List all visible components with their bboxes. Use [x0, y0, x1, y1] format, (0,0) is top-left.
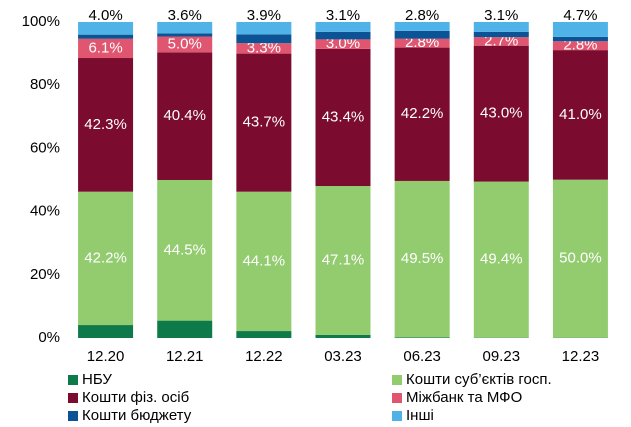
legend-label: Кошти фіз. осіб — [82, 389, 189, 406]
bar-segment — [473, 22, 529, 32]
x-tick-label: 12.21 — [166, 348, 204, 365]
x-tick-label: 12.23 — [562, 348, 600, 365]
y-tick-label: 40% — [30, 203, 60, 220]
bar-segment — [157, 22, 213, 34]
value-label: 43.0% — [480, 105, 523, 122]
bar-segment — [552, 41, 608, 51]
bar-segment — [315, 31, 371, 40]
value-label: 6.1% — [88, 39, 122, 56]
value-label: 3.9% — [247, 7, 281, 24]
bar-segment — [473, 37, 529, 46]
bar-segment — [236, 34, 292, 44]
x-tick-label: 12.20 — [87, 348, 125, 365]
bar-segment — [78, 22, 134, 35]
bar-segment — [394, 337, 450, 338]
bar-segment — [157, 36, 213, 53]
value-label: 4.0% — [88, 7, 122, 24]
x-tick-label: 09.23 — [483, 348, 521, 365]
value-label: 3.1% — [326, 7, 360, 24]
bar-segment — [473, 45, 529, 182]
legend-swatch — [68, 411, 78, 421]
bar-segment — [473, 31, 529, 38]
value-label: 2.8% — [405, 7, 439, 24]
value-label: 40.4% — [163, 107, 206, 124]
legend-label: Кошти суб’єктів госп. — [406, 371, 552, 388]
value-label: 3.1% — [484, 7, 518, 24]
value-label: 44.5% — [163, 241, 206, 258]
value-label: 42.3% — [84, 116, 127, 133]
x-tick-label: 03.23 — [324, 348, 362, 365]
bar-segment — [315, 334, 371, 338]
bar-segment — [157, 33, 213, 37]
value-label: 5.0% — [168, 35, 202, 52]
value-label: 50.0% — [559, 250, 602, 267]
bar-segment — [236, 331, 292, 338]
value-label: 43.7% — [243, 114, 286, 131]
y-tick-label: 0% — [38, 329, 60, 346]
bar-segment — [552, 179, 608, 338]
bar-segment — [157, 180, 213, 321]
bar-segment — [157, 320, 213, 338]
value-label: 49.5% — [401, 250, 444, 267]
legend-label: Кошти бюджету — [82, 407, 192, 424]
bar-segment — [236, 191, 292, 332]
value-label: 49.4% — [480, 251, 523, 268]
bar-segment — [394, 22, 450, 31]
value-label: 3.3% — [247, 39, 281, 56]
bar-segment — [315, 48, 371, 187]
bar-segment — [236, 22, 292, 35]
legend-swatch — [392, 411, 402, 421]
bar-segment — [394, 38, 450, 48]
value-label: 42.2% — [84, 249, 127, 266]
value-label: 42.2% — [401, 105, 444, 122]
bar-segment — [394, 30, 450, 39]
y-tick-label: 100% — [22, 13, 60, 30]
bar-segment — [78, 325, 134, 338]
bar-segment — [236, 53, 292, 192]
bar-segment — [552, 22, 608, 37]
bar-segment — [236, 43, 292, 54]
x-tick-label: 12.22 — [245, 348, 283, 365]
bar-segment — [315, 22, 371, 32]
bar-segment — [78, 191, 134, 326]
legend-label: Міжбанк та МФО — [406, 389, 522, 406]
bar-segment — [552, 36, 608, 42]
bar-segment — [78, 34, 134, 39]
bar-segment — [78, 38, 134, 59]
value-label: 44.1% — [243, 252, 286, 269]
bar-segment — [157, 52, 213, 180]
bar-segment — [552, 50, 608, 180]
legend-swatch — [392, 375, 402, 385]
legend-label: НБУ — [82, 371, 112, 388]
bar-segment — [315, 39, 371, 49]
y-tick-label: 80% — [30, 76, 60, 93]
bar-segment — [394, 47, 450, 181]
bar-segment — [315, 186, 371, 335]
bar-segment — [394, 180, 450, 338]
value-label: 4.7% — [563, 7, 597, 24]
legend-swatch — [68, 393, 78, 403]
legend-label: Інші — [406, 407, 434, 424]
value-label: 47.1% — [322, 251, 365, 268]
value-label: 41.0% — [559, 106, 602, 123]
x-tick-label: 06.23 — [403, 348, 441, 365]
legend-swatch — [392, 393, 402, 403]
y-tick-label: 60% — [30, 139, 60, 156]
value-label: 3.6% — [168, 7, 202, 24]
bar-segment — [473, 181, 529, 338]
legend-swatch — [68, 375, 78, 385]
bar-segment — [78, 58, 134, 192]
y-tick-label: 20% — [30, 266, 60, 283]
value-label: 43.4% — [322, 108, 365, 125]
